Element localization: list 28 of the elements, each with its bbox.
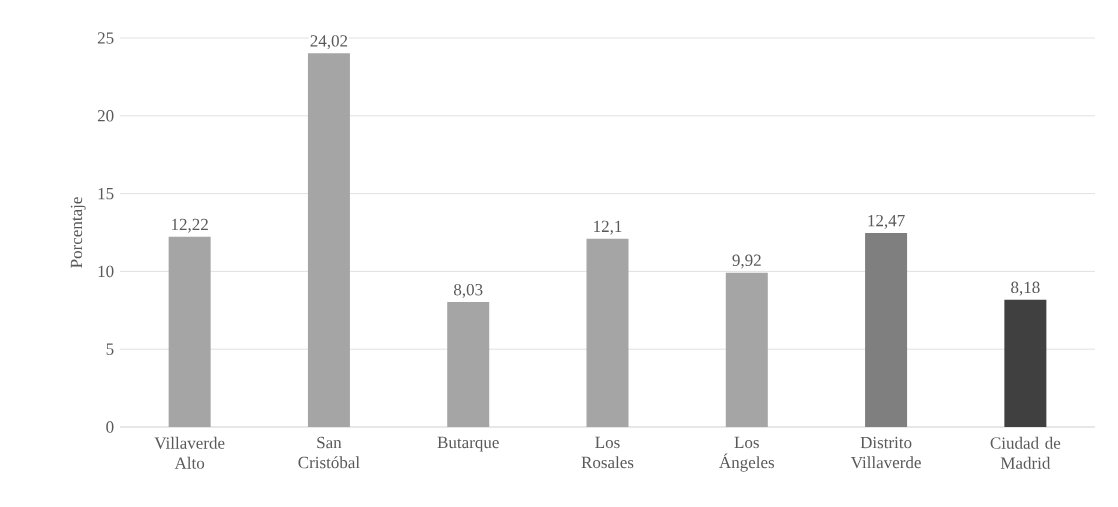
y-tick-label: 25 [97, 32, 114, 44]
x-tick-label: Los Rosales [581, 436, 634, 469]
y-tick-label: 20 [97, 110, 114, 122]
data-label: 9,92 [732, 254, 761, 269]
x-tick-label: Butarque [437, 436, 499, 452]
x-tick-label: Distrito Villaverde [850, 436, 921, 469]
data-label: 8,03 [453, 283, 483, 298]
y-tick-label: 5 [106, 343, 114, 355]
y-tick-label: 10 [98, 265, 114, 278]
bar [168, 236, 211, 427]
x-tick-label: Ciudad de Madrid [990, 436, 1061, 469]
y-tick-label: 15 [98, 187, 114, 200]
bar [447, 302, 490, 427]
data-label: 24,02 [310, 35, 348, 50]
x-tick-label: San Cristóbal [298, 436, 360, 469]
bar [1004, 299, 1047, 427]
data-label: 8,18 [1011, 281, 1040, 296]
bar [865, 232, 908, 427]
bar [725, 272, 768, 427]
y-tick-label: 0 [106, 421, 114, 433]
y-axis-title: Porcentaje [70, 197, 86, 268]
data-label: 12,47 [868, 214, 905, 229]
data-label: 12,1 [594, 220, 622, 235]
x-tick-label: Los Ángeles [719, 436, 775, 472]
bar [307, 53, 350, 427]
data-label: 12,22 [172, 218, 208, 233]
bar [586, 238, 629, 427]
x-tick-label: Villaverde Alto [154, 436, 225, 469]
